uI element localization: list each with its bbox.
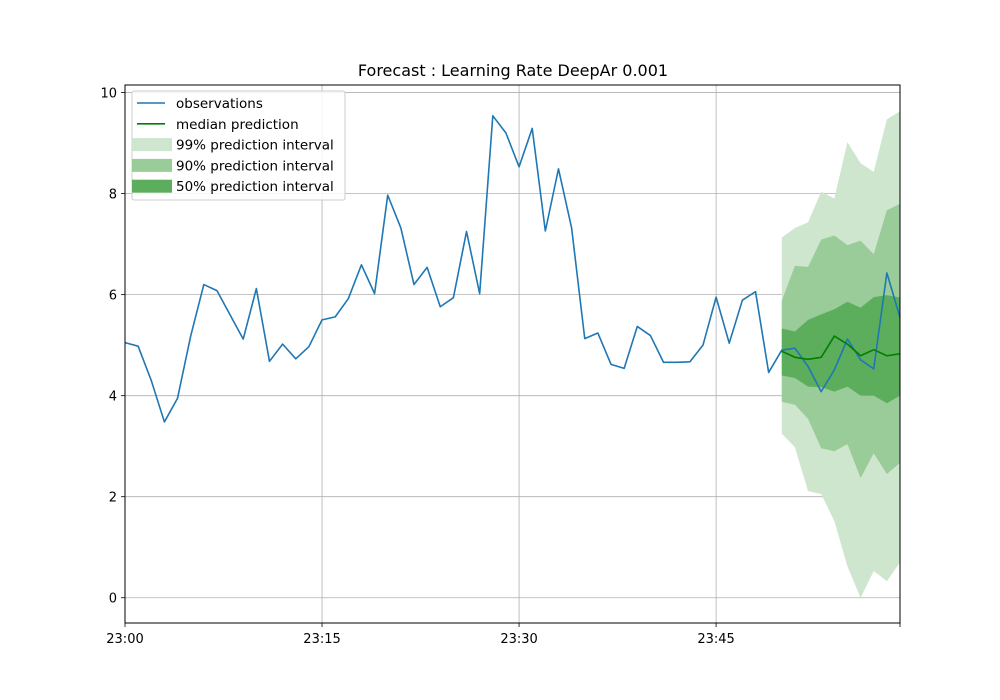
y-tick-label: 8 [109,188,117,203]
y-tick-label: 2 [109,491,117,506]
y-tick-label: 10 [100,87,117,102]
legend-label: median prediction [176,117,299,133]
legend-patch-swatch [132,179,172,193]
band-50-prediction-interval [781,295,900,404]
x-tick-label: 23:45 [697,632,734,647]
x-tick-label: 23:30 [500,632,537,647]
x-tick-label: 23:15 [303,632,340,647]
axis-ticks: 0 2 4 6 8 10 23:00 23:15 23:30 23:45 [100,87,901,647]
series-observations [124,115,901,423]
legend-patch-swatch [132,138,172,152]
y-tick-label: 0 [109,592,117,607]
plot-area-frame [124,84,901,624]
legend-label: 99% prediction interval [176,138,334,154]
legend-label: 50% prediction interval [176,179,334,195]
x-tick-label: 23:00 [106,632,143,647]
y-tick-label: 4 [109,390,117,405]
y-tick-label: 6 [109,289,117,304]
legend: observations median prediction 99% predict… [131,90,346,201]
series-median-prediction [781,335,901,361]
legend-label: 90% prediction interval [176,158,334,174]
legend-patch-swatch [132,158,172,172]
chart-title: Forecast : Learning Rate DeepAr 0.001 [358,61,668,80]
series-lines [124,115,901,423]
legend-label: observations [176,96,263,112]
